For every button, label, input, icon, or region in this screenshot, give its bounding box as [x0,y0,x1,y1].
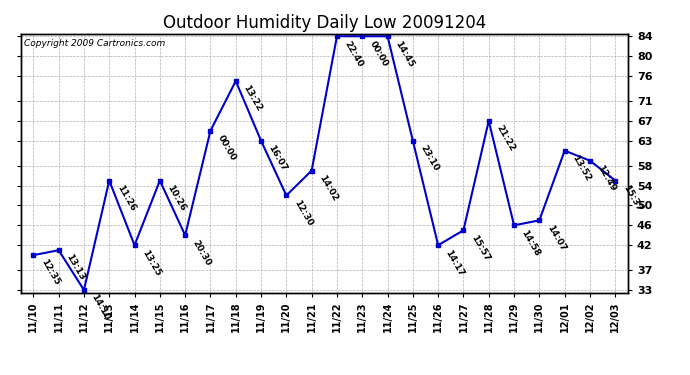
Text: 13:52: 13:52 [570,153,592,183]
Text: 00:00: 00:00 [216,134,238,162]
Text: 15:37: 15:37 [621,183,643,213]
Text: 13:22: 13:22 [241,84,264,113]
Text: 22:40: 22:40 [342,39,364,68]
Text: 13:25: 13:25 [140,248,162,277]
Text: 20:30: 20:30 [190,238,213,267]
Text: 12:49: 12:49 [595,164,618,193]
Text: 14:07: 14:07 [545,223,567,252]
Text: 21:22: 21:22 [494,124,516,153]
Title: Outdoor Humidity Daily Low 20091204: Outdoor Humidity Daily Low 20091204 [163,14,486,32]
Text: 14:45: 14:45 [393,39,415,69]
Text: 14:58: 14:58 [520,228,542,258]
Text: 00:00: 00:00 [368,39,390,68]
Text: 12:30: 12:30 [292,198,314,227]
Text: 11:26: 11:26 [115,183,137,213]
Text: 23:10: 23:10 [418,144,440,173]
Text: 12:35: 12:35 [39,258,61,287]
Text: 16:07: 16:07 [266,144,288,173]
Text: 14:02: 14:02 [317,173,339,202]
Text: 14:10: 14:10 [90,293,112,322]
Text: 14:17: 14:17 [444,248,466,278]
Text: 13:13: 13:13 [64,253,86,282]
Text: 10:26: 10:26 [166,183,188,213]
Text: Copyright 2009 Cartronics.com: Copyright 2009 Cartronics.com [23,39,165,48]
Text: 15:57: 15:57 [469,233,491,262]
